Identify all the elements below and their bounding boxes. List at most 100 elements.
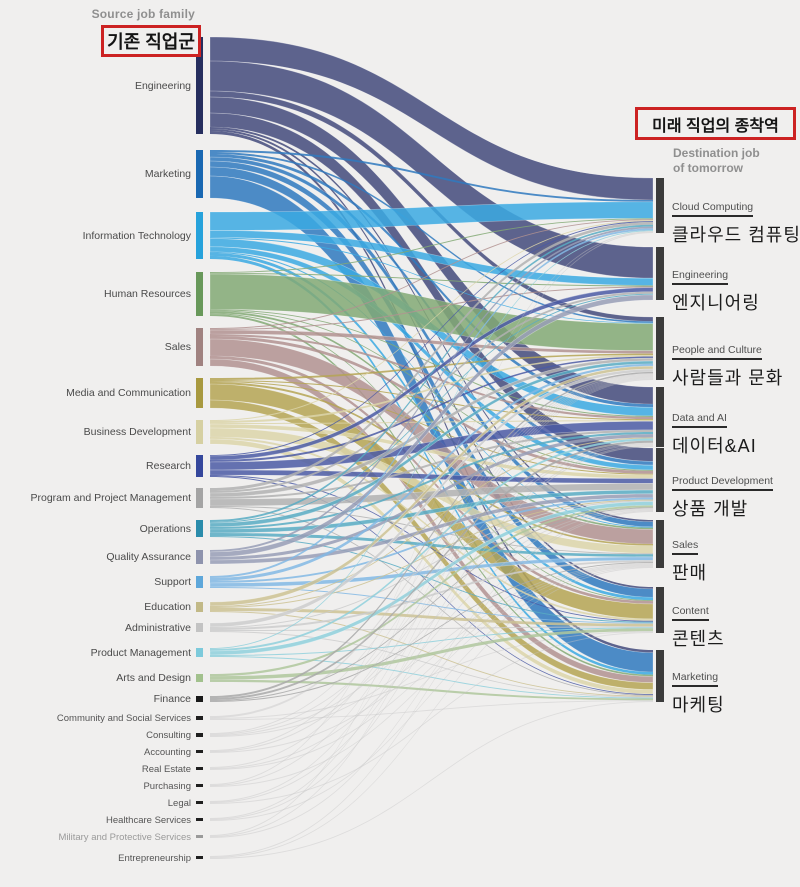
source-label-product-management: Product Management [90,646,191,659]
dest-label-ko-sales: 판매 [672,563,708,583]
dest-label-en-sales: Sales [672,539,699,555]
flow-engineering-to-product-development [209,112,654,462]
flow-military-and-protective-services-to-cloud-computing [210,232,653,837]
flow-consulting-to-sales [210,562,653,737]
flow-program-and-project-management-to-marketing [210,507,653,696]
source-label-marketing: Marketing [144,168,191,180]
dest-label-en-data-and-ai: Data and AI [672,412,727,428]
dest-label-block-engineering: Engineering 엔지니어링 [672,265,760,315]
source-node-legal [196,801,203,804]
flow-engineering-to-people-and-culture [209,90,654,322]
flow-support-to-people-and-culture [210,363,653,581]
source-label-research: Research [146,460,191,472]
source-label-community-and-social-services: Community and Social Services [56,713,191,724]
dest-korean-title: 미래 직업의 종착역 [652,117,779,135]
dest-label-en-cloud-computing: Cloud Computing [672,201,754,217]
flow-entrepreneurship-to-sales [210,567,653,858]
flow-product-management-to-content [210,627,653,656]
flow-product-management-to-marketing [210,656,653,699]
dest-label-en-engineering: Engineering [672,269,729,285]
source-label-accounting: Accounting [143,746,191,758]
dest-label-ko-marketing: 마케팅 [672,695,725,715]
flow-research-to-content [210,475,653,622]
dest-node-content [656,587,664,633]
flow-support-to-product-development [210,497,653,583]
dest-node-data-and-ai [656,387,664,447]
source-node-consulting [196,733,203,737]
flow-community-and-social-services-to-people-and-culture [210,373,653,718]
source-label-information-technology: Information Technology [82,229,191,242]
source-label-consulting: Consulting [146,730,191,741]
flow-operations-to-data-and-ai [210,432,653,529]
dest-label-block-content: Content 콘텐츠 [672,601,725,651]
dest-label-block-marketing: Marketing 마케팅 [672,667,725,717]
flow-human-resources-to-engineering [210,272,653,287]
flow-healthcare-services-to-sales [210,566,653,821]
flow-human-resources-to-sales [210,311,653,530]
flow-support-to-content [210,587,653,624]
dest-label-block-people-and-culture: People and Culture 사람들과 문화 [672,340,783,390]
flow-human-resources-to-data-and-ai [210,309,653,417]
source-label-support: Support [154,576,191,588]
flow-marketing-to-people-and-culture [210,152,653,323]
source-node-real-estate [196,767,203,770]
flow-finance-to-product-development [210,507,653,701]
flow-healthcare-services-to-data-and-ai [210,445,653,820]
dest-label-ko-content: 콘텐츠 [672,629,725,649]
flow-product-management-to-data-and-ai [210,438,653,651]
source-label-military-and-protective-services: Military and Protective Services [58,831,191,843]
source-label-business-development: Business Development [83,426,191,438]
flow-real-estate-to-product-development [210,509,653,769]
source-node-engineering [196,37,203,134]
flow-information-technology-to-cloud-computing [209,201,654,231]
dest-label-ko-people-and-culture: 사람들과 문화 [672,367,784,388]
flow-administrative-to-marketing [210,631,653,698]
source-label-quality-assurance: Quality Assurance [106,551,191,563]
dest-label-block-cloud-computing: Cloud Computing 클라우드 컴퓨팅 [672,197,800,247]
flow-research-to-people-and-culture [210,356,653,462]
flow-accounting-to-data-and-ai [210,443,653,752]
flow-real-estate-to-people-and-culture [210,376,653,768]
source-node-purchasing [196,784,203,787]
flow-program-and-project-management-to-data-and-ai [210,429,653,499]
source-label-administrative: Administrative [125,621,191,634]
source-node-product-management [196,648,203,657]
flow-accounting-to-people-and-culture [210,375,653,751]
flow-marketing-to-cloud-computing [210,150,653,202]
flow-finance-to-people-and-culture [210,371,653,698]
flow-human-resources-to-product-development [210,310,653,471]
flow-information-technology-to-people-and-culture [210,237,653,324]
dest-label-ko-cloud-computing: 클라우드 컴퓨팅 [672,224,800,245]
flow-healthcare-services-to-people-and-culture [210,378,653,819]
source-label-legal: Legal [167,797,191,809]
source-node-administrative [196,623,203,632]
flow-media-and-communication-to-data-and-ai [210,380,653,421]
flow-consulting-to-product-development [210,508,653,736]
source-korean-title: 기존 직업군 [107,32,195,52]
source-node-healthcare-services [196,818,203,821]
flow-sales-to-product-development [210,336,653,474]
source-node-quality-assurance [196,550,203,564]
flow-purchasing-to-cloud-computing [210,231,653,785]
flow-engineering-to-engineering [209,60,654,279]
flow-finance-to-sales [210,562,653,702]
flow-media-and-communication-to-people-and-culture [210,353,653,380]
dest-node-product-development [656,448,664,512]
flow-sales-to-data-and-ai [210,334,653,420]
source-node-human-resources [196,272,203,316]
flow-product-management-to-cloud-computing [210,230,653,649]
dest-label-en-product-development: Product Development [672,475,773,491]
dest-node-cloud-computing [656,178,664,233]
dest-label-en-content: Content [672,605,709,621]
source-node-education [196,602,203,612]
dest-label-ko-engineering: 엔지니어링 [672,292,760,313]
dest-label-block-product-development: Product Development 상품 개발 [672,471,773,521]
flow-consulting-to-data-and-ai [210,442,653,735]
source-node-finance [196,696,203,702]
source-label-sales: Sales [164,341,191,353]
dest-label-ko-data-and-ai: 데이터&AI [672,436,757,456]
source-node-research [196,455,203,477]
source-label-healthcare-services: Healthcare Services [105,814,191,826]
flow-education-to-data-and-ai [210,437,653,607]
